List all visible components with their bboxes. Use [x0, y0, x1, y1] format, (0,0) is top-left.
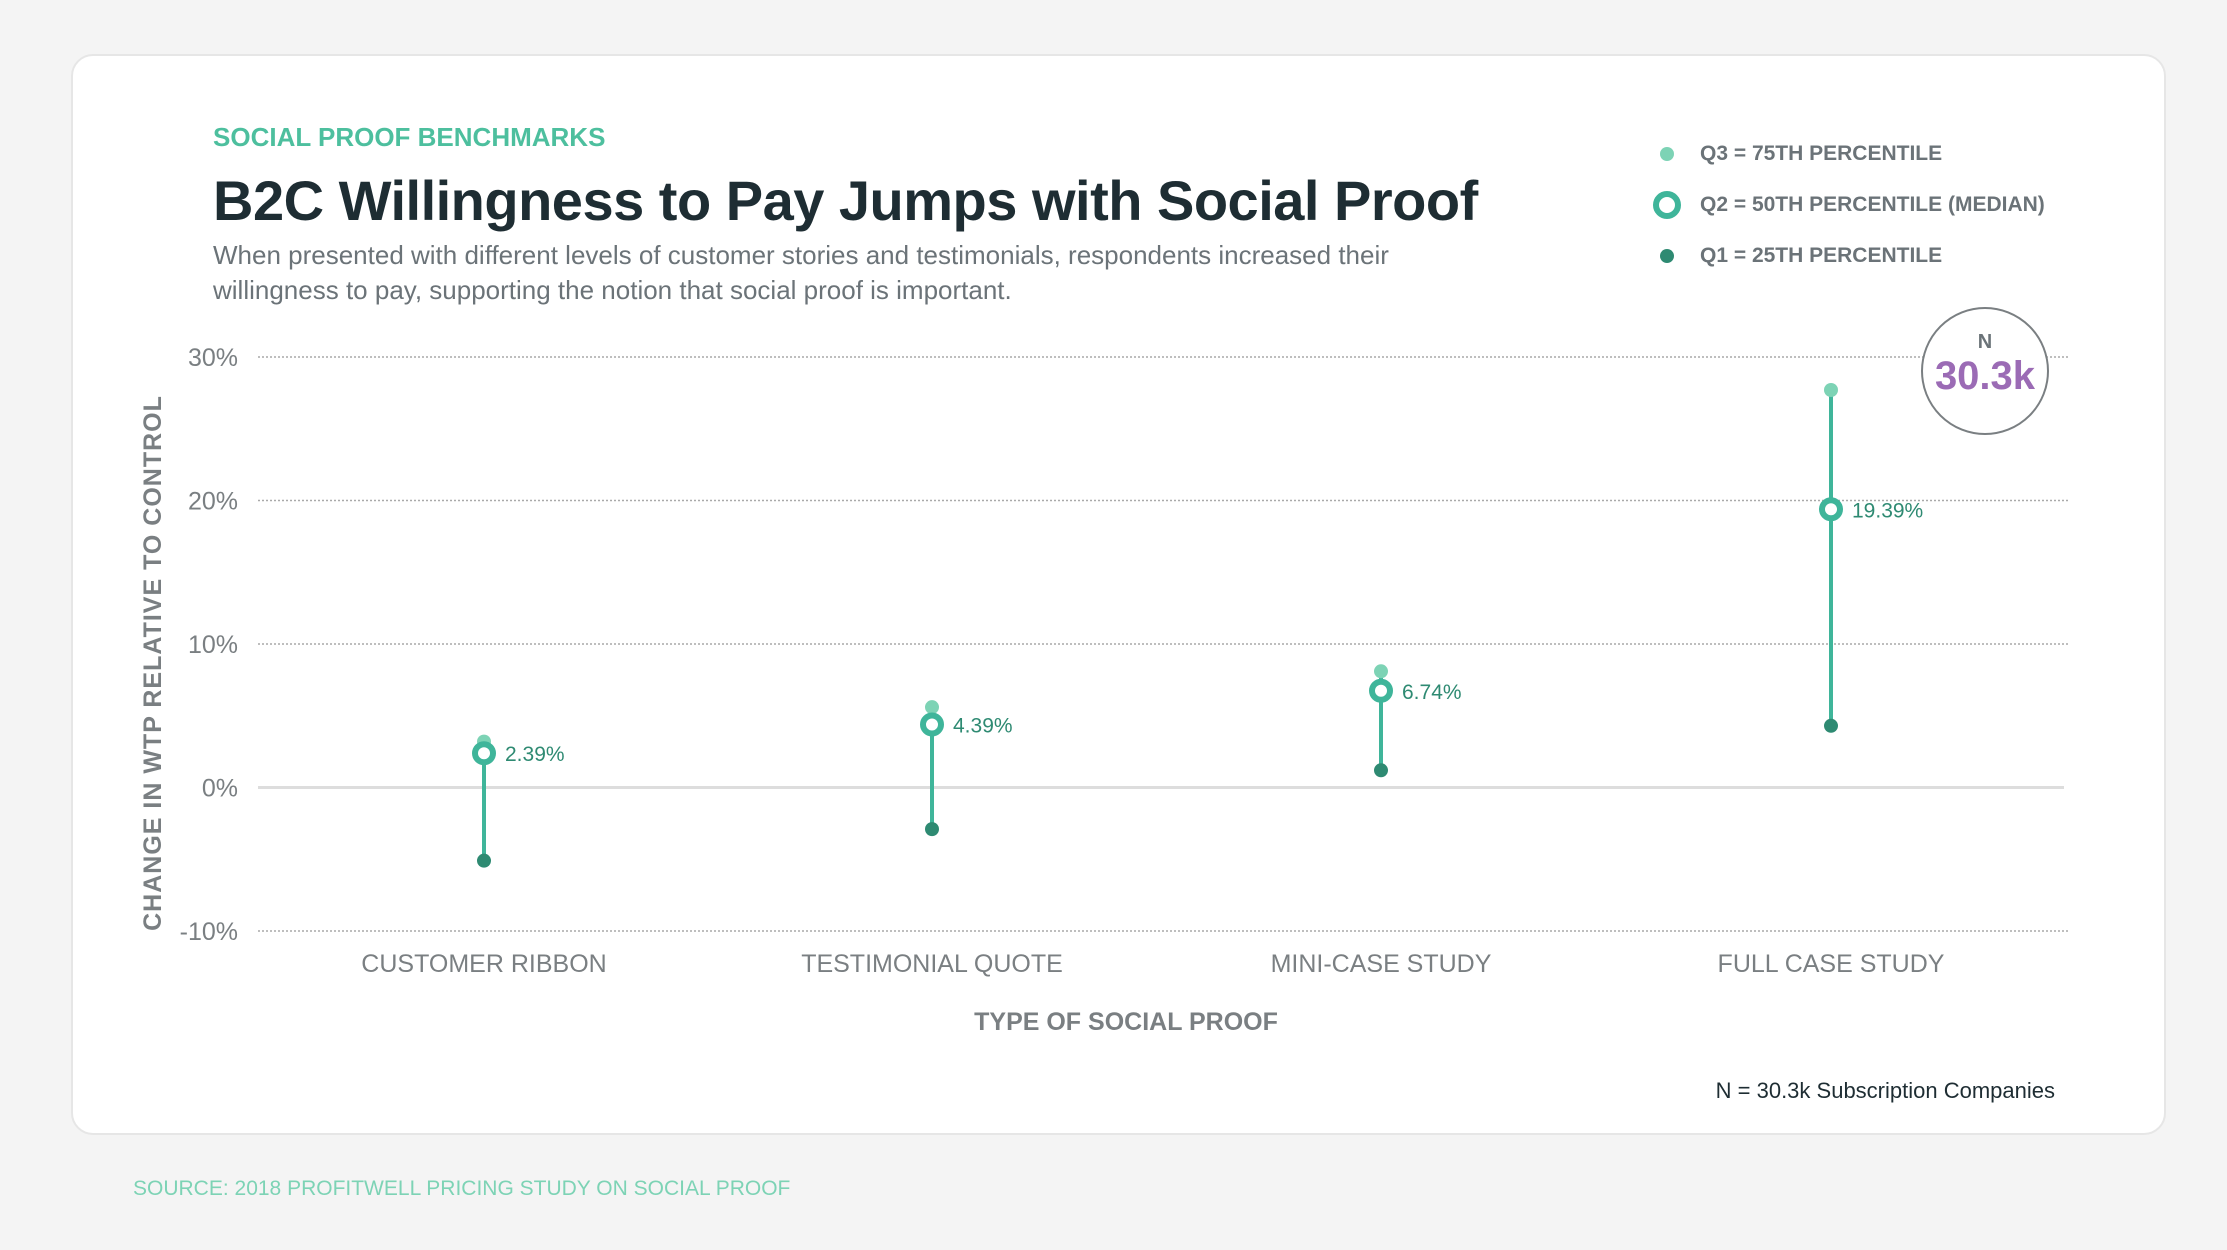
legend-q3: Q3 = 75TH PERCENTILE	[1652, 128, 2045, 179]
sample-note: N = 30.3k Subscription Companies	[1715, 1078, 2055, 1103]
x-axis-title: TYPE OF SOCIAL PROOF	[974, 1008, 1278, 1036]
x-tick-label: TESTIMONIAL QUOTE	[801, 950, 1063, 978]
q1-point	[1824, 718, 1838, 733]
n-badge-label: N	[1977, 331, 1993, 353]
y-axis-title: CHANGE IN WTP RELATIVE TO CONTROL	[139, 395, 167, 931]
median-label: 4.39%	[953, 715, 1013, 738]
median-label: 2.39%	[505, 743, 565, 766]
legend-q2-label: Q2 = 50TH PERCENTILE (MEDIAN)	[1700, 192, 2045, 216]
q3-point	[1824, 383, 1838, 398]
q1-point	[925, 822, 939, 837]
x-tick-label: FULL CASE STUDY	[1718, 950, 1945, 978]
chart-title: B2C Willingness to Pay Jumps with Social…	[213, 169, 1478, 232]
q2-point	[472, 741, 496, 766]
chart-subtitle: When presented with different levels of …	[213, 240, 1389, 305]
n-badge-value: 30.3k	[1934, 354, 2036, 398]
legend-q1: Q1 = 25TH PERCENTILE	[1652, 230, 2045, 281]
q1-dot-icon	[1660, 248, 1674, 263]
kicker: SOCIAL PROOF BENCHMARKS	[213, 122, 606, 152]
q2-point	[1369, 678, 1393, 703]
q2-ring-icon	[1653, 190, 1681, 219]
q3-point	[925, 700, 939, 715]
y-tick-label: 20%	[188, 488, 238, 516]
y-tick-label: 30%	[188, 344, 238, 372]
q2-point	[1819, 497, 1843, 522]
legend-q2: Q2 = 50TH PERCENTILE (MEDIAN)	[1652, 179, 2045, 230]
q1-point	[1374, 763, 1388, 778]
q3-dot-icon	[1660, 146, 1674, 161]
q2-point	[920, 712, 944, 737]
x-tick-label: CUSTOMER RIBBON	[361, 950, 606, 978]
source-note: SOURCE: 2018 PROFITWELL PRICING STUDY ON…	[133, 1177, 791, 1200]
y-tick-label: 0%	[202, 775, 238, 803]
x-tick-label: MINI-CASE STUDY	[1271, 950, 1492, 978]
median-label: 6.74%	[1402, 681, 1462, 704]
legend-q3-label: Q3 = 75TH PERCENTILE	[1700, 141, 1943, 165]
y-tick-label: -10%	[180, 918, 238, 946]
q1-point	[477, 853, 491, 868]
legend: Q3 = 75TH PERCENTILE Q2 = 50TH PERCENTIL…	[1652, 128, 2045, 281]
chart-card	[71, 54, 2166, 1135]
q3-point	[1374, 664, 1388, 679]
median-label: 19.39%	[1852, 499, 1923, 522]
n-badge: N 30.3k	[1921, 307, 2049, 435]
legend-q1-label: Q1 = 25TH PERCENTILE	[1700, 243, 1943, 267]
y-tick-label: 10%	[188, 631, 238, 659]
